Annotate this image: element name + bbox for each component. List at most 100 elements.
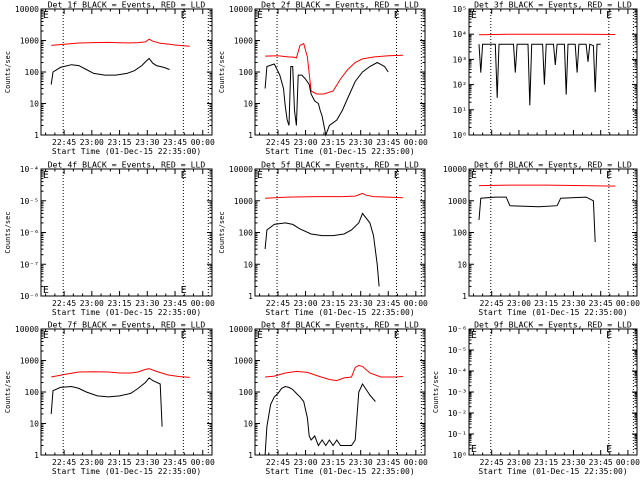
- panel-title: Det 6f BLACK = Events, RED = LLD: [474, 160, 632, 170]
- y-tick-label: 10⁻⁷: [20, 260, 39, 269]
- plot-frame: [468, 168, 638, 297]
- x-tick-label: 22:45: [480, 458, 504, 467]
- x-tick-label: 23:00: [507, 299, 531, 308]
- y-tick-label: 1: [34, 131, 39, 140]
- x-tick-label: 22:45: [52, 458, 76, 467]
- y-tick-label: 10⁻⁵: [20, 197, 39, 206]
- y-tick-label: 100: [25, 388, 40, 397]
- series-line-events: [50, 57, 170, 85]
- plot-frame: [40, 8, 213, 136]
- x-tick-label: 23:00: [293, 299, 317, 308]
- event-marker: E: [394, 10, 400, 21]
- x-tick-label: 00:00: [191, 138, 215, 147]
- x-tick-label: 23:15: [321, 299, 345, 308]
- event-marker: E: [43, 170, 49, 181]
- event-marker: E: [606, 330, 612, 341]
- x-tick-label: 22:45: [266, 299, 290, 308]
- event-marker: E: [257, 10, 263, 21]
- plot-frame: [40, 328, 213, 456]
- plot-frame: [254, 168, 426, 297]
- x-tick-label: 23:45: [376, 458, 400, 467]
- x-tick-label: 23:45: [376, 299, 400, 308]
- y-tick-label: 1: [462, 292, 467, 301]
- event-marker: E: [257, 330, 263, 341]
- x-axis-label: Start Time (01-Dec-15 22:35:00): [52, 467, 201, 476]
- panel-title: Det 4f BLACK = Events, RED = LLD: [48, 160, 206, 170]
- series-line-events: [478, 43, 601, 106]
- x-tick-label: 00:00: [191, 458, 215, 467]
- y-tick-label: 10: [457, 260, 467, 269]
- x-tick-label: 23:30: [135, 458, 159, 467]
- y-tick-label: 10¹: [453, 106, 467, 115]
- x-tick-label: 23:45: [376, 138, 400, 147]
- y-tick-label: 1000: [234, 197, 253, 206]
- event-marker: E: [257, 170, 263, 181]
- y-tick-label: 1000: [448, 197, 467, 206]
- event-marker: E: [606, 10, 612, 21]
- x-tick-label: 23:30: [135, 299, 159, 308]
- y-tick-label: 10000: [443, 165, 467, 174]
- x-tick-label: 23:00: [80, 138, 104, 147]
- x-tick-label: 23:30: [561, 458, 585, 467]
- y-tick-label: 100: [239, 68, 254, 77]
- plot-frame: [40, 168, 213, 297]
- x-tick-label: 23:30: [349, 299, 373, 308]
- y-tick-label: 10³: [453, 55, 467, 64]
- y-tick-label: 100: [25, 68, 40, 77]
- series-line-lld: [51, 38, 190, 47]
- y-tick-label: 10: [29, 420, 39, 429]
- plot-frame: [254, 328, 426, 456]
- series-line-lld: [265, 192, 403, 199]
- x-axis-label: Start Time (01-Dec-15 22:35:00): [52, 308, 201, 317]
- x-tick-label: 23:15: [534, 458, 558, 467]
- panel-title: Det 1f BLACK = Events, RED = LLD: [48, 0, 206, 10]
- y-tick-label: 10: [243, 100, 253, 109]
- event-marker: E: [471, 330, 477, 341]
- y-tick-label: 10⁵: [453, 5, 467, 14]
- x-axis-label: Start Time (01-Dec-15 22:35:00): [265, 147, 414, 156]
- plot-frame: [468, 8, 638, 136]
- y-tick-label: 10⁻⁶: [20, 229, 39, 238]
- y-tick-label: 100: [239, 229, 254, 238]
- event-marker: E: [394, 330, 400, 341]
- x-tick-label: 23:00: [80, 299, 104, 308]
- y-tick-label: 10000: [15, 5, 39, 14]
- x-tick-label: 23:15: [108, 299, 132, 308]
- x-tick-label: 23:45: [589, 458, 613, 467]
- y-axis-label: Counts/sec: [4, 371, 12, 413]
- panel-title: Det 2f BLACK = Events, RED = LLD: [261, 0, 419, 10]
- event-marker: E: [43, 330, 49, 341]
- series-line-events: [264, 382, 376, 456]
- x-tick-label: 23:00: [293, 138, 317, 147]
- x-tick-label: 22:45: [480, 299, 504, 308]
- y-tick-label: 100: [239, 388, 254, 397]
- x-tick-label: 23:15: [321, 138, 345, 147]
- x-tick-label: 23:00: [80, 458, 104, 467]
- x-tick-label: 23:15: [321, 458, 345, 467]
- y-tick-label: 10⁻⁵: [448, 346, 467, 355]
- x-axis-label: Start Time (01-Dec-15 22:35:00): [478, 308, 627, 317]
- x-axis-label: Start Time (01-Dec-15 22:35:00): [265, 467, 414, 476]
- event-marker: E: [181, 10, 187, 21]
- y-tick-label: 1000: [234, 357, 253, 366]
- y-tick-label: 10000: [15, 325, 39, 334]
- y-tick-label: 1: [248, 451, 253, 460]
- x-tick-label: 23:15: [108, 138, 132, 147]
- event-marker: E: [471, 170, 477, 181]
- series-line-lld: [265, 364, 403, 382]
- plot-frame: [468, 328, 638, 456]
- y-tick-label: 1000: [234, 37, 253, 46]
- x-tick-label: 22:45: [52, 299, 76, 308]
- x-axis-label: Start Time (01-Dec-15 22:35:00): [478, 467, 627, 476]
- y-axis-label: Counts/sec: [218, 211, 226, 253]
- y-tick-label: 100: [453, 229, 468, 238]
- x-tick-label: 00:00: [404, 138, 428, 147]
